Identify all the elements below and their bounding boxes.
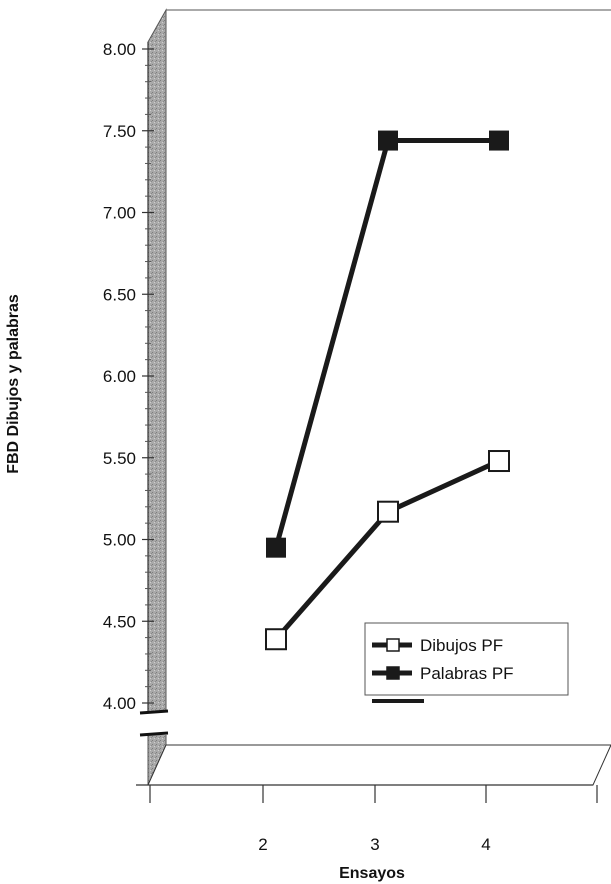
y-tick-label: 4.50 (103, 612, 136, 631)
data-point (266, 537, 286, 558)
y-tick-label: 7.50 (103, 122, 136, 141)
data-point (377, 500, 399, 523)
series-1 (265, 450, 510, 651)
axis-break-mark-top (139, 709, 169, 715)
legend-box (364, 622, 569, 696)
x-tick-label: 2 (258, 835, 267, 854)
x-axis-title: Ensayos (339, 865, 405, 882)
legend: Dibujos PF Palabras PF (364, 622, 569, 703)
series-2 (266, 130, 509, 558)
floor (147, 744, 611, 786)
data-point (489, 130, 509, 151)
y-tick-label: 6.00 (103, 367, 136, 386)
data-point (265, 628, 287, 651)
y-tick-label: 8.00 (103, 40, 136, 59)
x-tick-label: 4 (481, 835, 490, 854)
x-axis: 2 3 4 (149, 785, 598, 854)
y-tick-label: 6.50 (103, 285, 136, 304)
plot-frame (136, 8, 611, 786)
y-tick-label: 5.50 (103, 449, 136, 468)
data-point (378, 130, 398, 151)
data-point (488, 450, 510, 473)
x-tick-label: 3 (370, 835, 379, 854)
axis-break-gap (136, 711, 172, 735)
y-axis-title: FBD Dibujos y palabras (5, 294, 22, 474)
left-wall (147, 8, 167, 786)
back-wall (166, 10, 611, 745)
legend-label-palabras: Palabras PF (420, 664, 514, 683)
y-tick-label: 7.00 (103, 204, 136, 223)
legend-label-dibujos: Dibujos PF (420, 636, 503, 655)
y-tick-label: 5.00 (103, 531, 136, 550)
legend-marker-dibujos (386, 638, 400, 652)
axis-break-mark-bottom (139, 731, 169, 737)
y-tick-label: 4.00 (103, 694, 136, 713)
legend-marker-palabras (386, 666, 400, 680)
series-layer (265, 130, 510, 651)
y-axis: 4.00 4.50 5.00 5.50 6.00 6.50 7.00 7.50 8.00 (103, 40, 154, 713)
